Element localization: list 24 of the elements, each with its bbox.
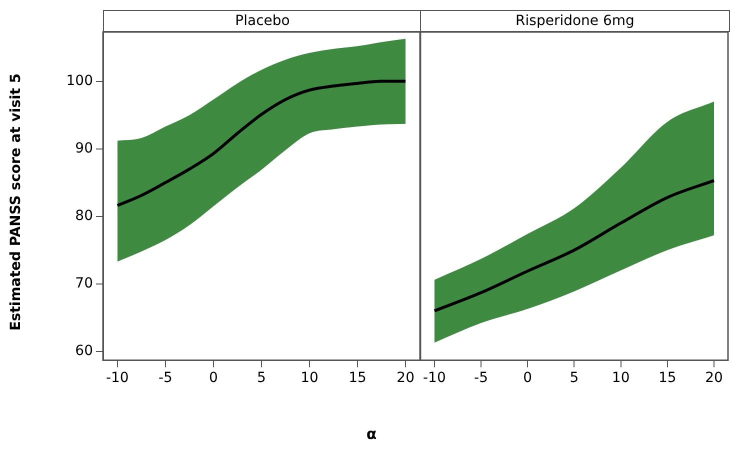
x-tick-label: 0 [523, 370, 532, 386]
y-axis-title: Estimated PANSS score at visit 5 [8, 73, 24, 331]
x-tick-label: 5 [257, 370, 266, 386]
chart-title: Risperidone 6mg [420, 10, 730, 32]
x-tick-label: 0 [209, 370, 218, 386]
x-tick-label: -10 [106, 370, 129, 386]
x-tick-label: 20 [396, 370, 415, 386]
x-tick-label: -10 [422, 370, 446, 386]
y-tick-label: 70 [75, 276, 93, 292]
x-tick-label: 15 [658, 370, 676, 386]
line-series [116, 80, 408, 208]
y-tick-label: 80 [75, 208, 93, 224]
y-tick-label: 90 [75, 140, 93, 156]
x-tick-label: 10 [612, 370, 630, 386]
y-tick-label: 60 [75, 343, 93, 360]
chart-title: Placebo [103, 10, 422, 32]
x-tick-label: 15 [348, 370, 366, 386]
y-tick-label: 100 [66, 72, 93, 89]
x-tick-label: 5 [570, 370, 579, 386]
x-tick-label: 10 [300, 370, 318, 386]
x-tick-label: -5 [474, 370, 488, 386]
x-tick-label: 20 [705, 370, 723, 386]
x-tick-label: -5 [158, 370, 172, 386]
x-axis-title: α [365, 425, 378, 443]
